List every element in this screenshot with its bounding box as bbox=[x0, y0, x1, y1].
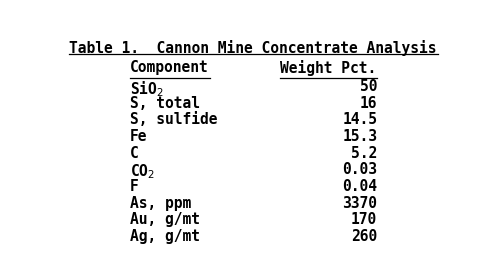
Text: C: C bbox=[130, 146, 138, 161]
Text: Au, g/mt: Au, g/mt bbox=[130, 212, 200, 227]
Text: 14.5: 14.5 bbox=[342, 112, 377, 127]
Text: S, sulfide: S, sulfide bbox=[130, 112, 218, 127]
Text: 0.03: 0.03 bbox=[342, 162, 377, 177]
Text: CO$_2$: CO$_2$ bbox=[130, 162, 155, 181]
Text: 15.3: 15.3 bbox=[342, 129, 377, 144]
Text: 50: 50 bbox=[360, 79, 377, 94]
Text: 16: 16 bbox=[360, 96, 377, 111]
Text: 170: 170 bbox=[351, 212, 377, 227]
Text: 260: 260 bbox=[351, 229, 377, 244]
Text: Fe: Fe bbox=[130, 129, 147, 144]
Text: S, total: S, total bbox=[130, 96, 200, 111]
Text: 5.2: 5.2 bbox=[351, 146, 377, 161]
Text: Component: Component bbox=[130, 60, 209, 75]
Text: Weight Pct.: Weight Pct. bbox=[280, 60, 377, 76]
Text: F: F bbox=[130, 179, 138, 194]
Text: As, ppm: As, ppm bbox=[130, 196, 191, 211]
Text: Ag, g/mt: Ag, g/mt bbox=[130, 229, 200, 244]
Text: 3370: 3370 bbox=[342, 196, 377, 211]
Text: Table 1.  Cannon Mine Concentrate Analysis: Table 1. Cannon Mine Concentrate Analysi… bbox=[69, 40, 436, 56]
Text: SiO$_2$: SiO$_2$ bbox=[130, 79, 164, 99]
Text: 0.04: 0.04 bbox=[342, 179, 377, 194]
